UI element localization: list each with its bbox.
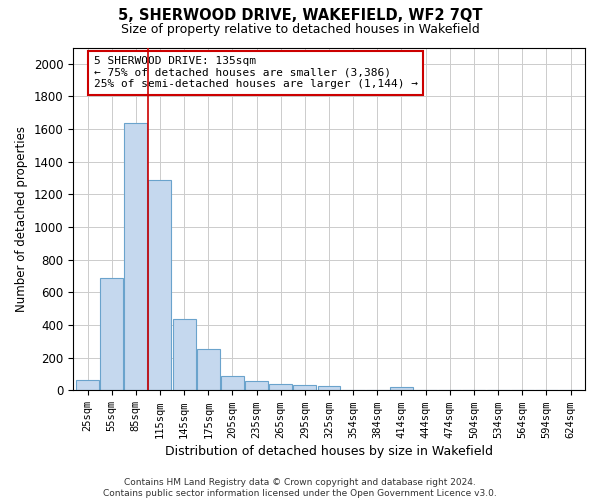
Text: 5, SHERWOOD DRIVE, WAKEFIELD, WF2 7QT: 5, SHERWOOD DRIVE, WAKEFIELD, WF2 7QT [118,8,482,22]
Y-axis label: Number of detached properties: Number of detached properties [15,126,28,312]
Bar [293,386,316,390]
Bar [197,348,220,391]
Bar [173,320,196,390]
Bar [245,382,268,390]
Bar [76,380,99,390]
Bar [221,376,244,390]
Text: Size of property relative to detached houses in Wakefield: Size of property relative to detached ho… [121,22,479,36]
Bar [317,386,340,390]
Bar [100,278,123,390]
Bar [390,387,413,390]
Bar [269,384,292,390]
Bar [148,180,172,390]
Text: 5 SHERWOOD DRIVE: 135sqm
← 75% of detached houses are smaller (3,386)
25% of sem: 5 SHERWOOD DRIVE: 135sqm ← 75% of detach… [94,56,418,90]
X-axis label: Distribution of detached houses by size in Wakefield: Distribution of detached houses by size … [165,444,493,458]
Bar [124,122,147,390]
Text: Contains HM Land Registry data © Crown copyright and database right 2024.
Contai: Contains HM Land Registry data © Crown c… [103,478,497,498]
